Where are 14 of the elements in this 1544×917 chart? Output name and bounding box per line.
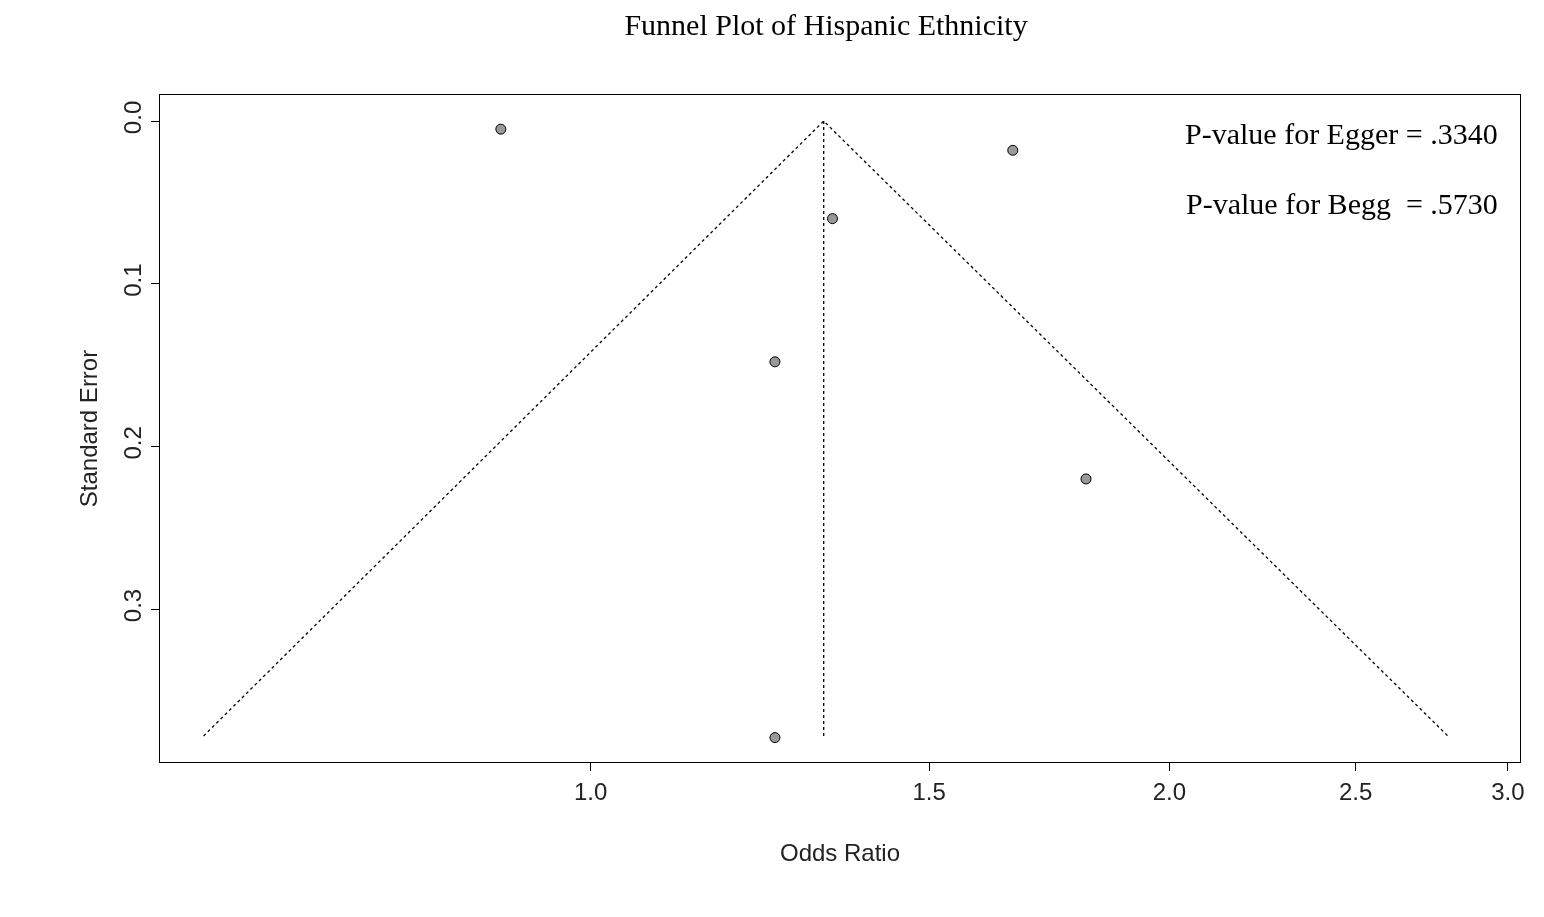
annotation: P-value for Begg = .5730 xyxy=(1186,187,1498,220)
x-tick-label: 1.0 xyxy=(573,777,608,805)
y-tick-label: 0.1 xyxy=(119,263,147,297)
x-tick-label: 3.0 xyxy=(1491,777,1525,805)
x-axis-title: Odds Ratio xyxy=(779,839,901,867)
chart-title: Funnel Plot of Hispanic Ethnicity xyxy=(624,7,1028,41)
x-tick-label: 2.0 xyxy=(1152,777,1187,805)
y-tick-label: 0.3 xyxy=(119,588,147,623)
x-tick-label: 2.5 xyxy=(1338,777,1373,805)
annotation: P-value for Egger = .3340 xyxy=(1185,117,1498,150)
y-tick-label: 0.0 xyxy=(119,100,147,135)
y-axis-title: Standard Error xyxy=(74,349,102,508)
y-tick-label: 0.2 xyxy=(119,426,147,460)
x-tick-label: 1.5 xyxy=(912,777,946,805)
